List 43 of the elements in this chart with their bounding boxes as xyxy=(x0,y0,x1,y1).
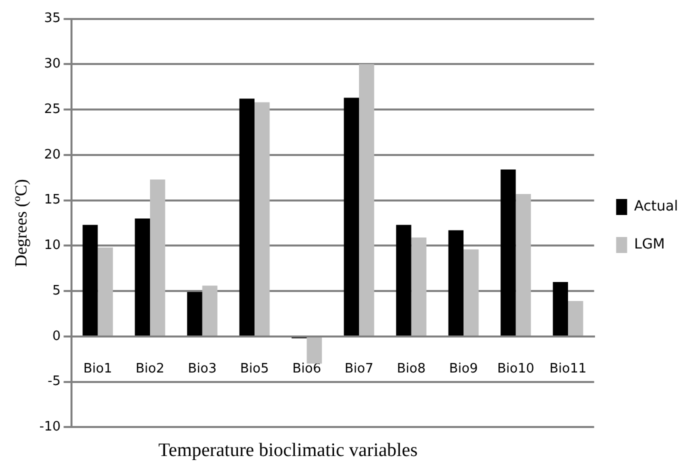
bar xyxy=(448,230,464,336)
bar xyxy=(202,286,218,336)
bar xyxy=(552,282,568,336)
x-tick-label: Bio1 xyxy=(83,362,112,377)
bar xyxy=(344,98,360,336)
bar xyxy=(98,248,113,336)
y-tick-label: 5 xyxy=(52,283,61,298)
bar xyxy=(516,194,531,336)
y-tick-label: -10 xyxy=(39,420,61,435)
x-tick-label: Bio3 xyxy=(188,362,217,377)
y-tick-label: 0 xyxy=(52,328,61,344)
y-tick-label: -5 xyxy=(48,374,61,390)
x-tick-label: Bio6 xyxy=(292,362,322,377)
bar xyxy=(306,337,322,364)
x-tick-label: Bio5 xyxy=(240,362,269,377)
y-axis-title: Degrees (ºC) xyxy=(12,179,31,267)
bar xyxy=(568,301,584,336)
bar xyxy=(396,224,412,336)
bar xyxy=(411,238,426,336)
legend-label: Actual xyxy=(634,198,678,215)
bar xyxy=(359,64,374,336)
x-axis-title: Temperature bioclimatic variables xyxy=(157,440,419,462)
bar xyxy=(150,179,166,336)
bar xyxy=(187,292,202,336)
bar xyxy=(82,224,98,336)
y-tick-label: 30 xyxy=(44,56,61,72)
x-tick-label: Bio10 xyxy=(497,362,534,377)
y-tick-label: 20 xyxy=(44,147,61,162)
legend-label: LGM xyxy=(634,236,665,253)
y-tick-label: 10 xyxy=(44,238,61,254)
bar xyxy=(500,169,516,336)
y-tick-label: 15 xyxy=(44,192,61,208)
x-tick-label: Bio2 xyxy=(136,362,164,377)
bar xyxy=(464,249,479,336)
bar xyxy=(134,218,150,336)
x-tick-label: Bio7 xyxy=(344,362,374,377)
x-tick-label: Bio8 xyxy=(396,362,426,377)
x-tick-label: Bio11 xyxy=(550,362,587,377)
y-tick-label: 35 xyxy=(44,11,61,26)
bar xyxy=(239,98,255,336)
bar xyxy=(254,102,270,336)
y-tick-label: 25 xyxy=(44,102,61,117)
x-tick-label: Bio9 xyxy=(449,362,478,377)
